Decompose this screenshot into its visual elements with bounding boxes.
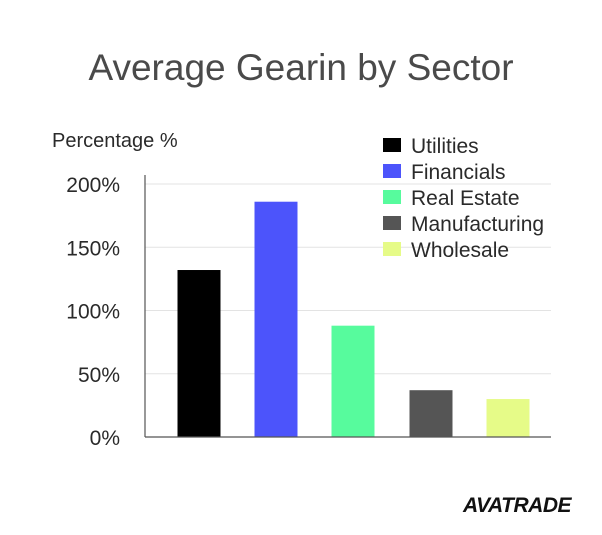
- y-tick-label: 100%: [66, 301, 120, 324]
- bar-real-estate: [331, 325, 375, 437]
- legend-label: Real Estate: [411, 187, 520, 210]
- legend-swatch: [383, 190, 401, 204]
- bar-utilities: [177, 270, 221, 437]
- legend-label: Utilities: [411, 135, 479, 158]
- legend-swatch: [383, 242, 401, 256]
- bars: [177, 201, 530, 437]
- bar-manufacturing: [409, 390, 453, 437]
- legend-swatch: [383, 216, 401, 230]
- y-axis-ticks: 0% 50% 100% 150% 200%: [66, 174, 120, 450]
- bar-financials: [254, 201, 298, 437]
- legend-swatch: [383, 164, 401, 178]
- legend-label: Wholesale: [411, 239, 509, 262]
- legend-label: Manufacturing: [411, 213, 544, 236]
- y-tick-label: 200%: [66, 174, 120, 197]
- chart-title: Average Gearin by Sector: [88, 47, 513, 88]
- legend: Utilities Financials Real Estate Manufactur…: [383, 135, 544, 262]
- y-tick-label: 0%: [90, 427, 120, 450]
- legend-label: Financials: [411, 161, 506, 184]
- y-tick-label: 150%: [66, 237, 120, 260]
- y-axis-title: Percentage %: [52, 130, 178, 152]
- bar-wholesale: [486, 399, 530, 437]
- axes: [144, 175, 551, 438]
- y-tick-label: 50%: [78, 364, 120, 387]
- legend-swatch: [383, 138, 401, 152]
- logo-text: AVATRADE: [462, 494, 572, 517]
- avatrade-logo: AVATRADE: [462, 494, 573, 517]
